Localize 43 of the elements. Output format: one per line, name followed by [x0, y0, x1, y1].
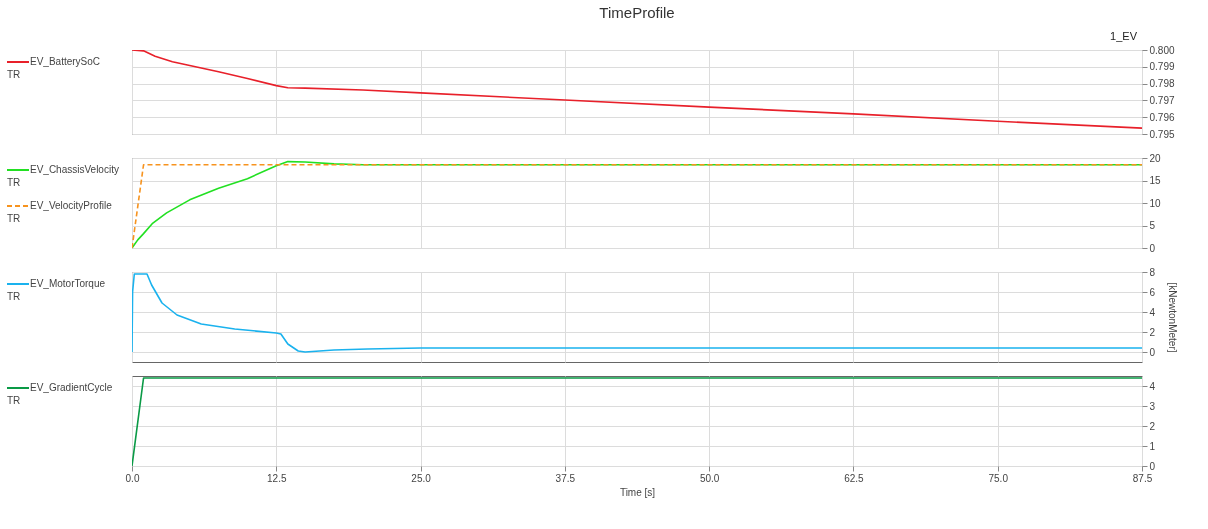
- y-tick-label: 0.795: [1149, 128, 1175, 140]
- x-tick-label: 62.5: [844, 472, 865, 484]
- y-tick-label: 15: [1149, 175, 1162, 186]
- y-tick-label: 10: [1149, 197, 1162, 209]
- y-tick-label: 4: [1149, 380, 1156, 392]
- y-tick-label: 0: [1149, 242, 1156, 254]
- y-axis-title: [kNewtonMeter]: [1167, 282, 1179, 353]
- x-axis-title: Time [s]: [619, 486, 656, 498]
- legend-label: EV_GradientCycle: [30, 382, 113, 393]
- y-tick-label: 0.796: [1149, 111, 1175, 123]
- legend-label: EV_VelocityProfile: [30, 200, 113, 211]
- y-tick-label: 6: [1149, 286, 1156, 298]
- chart-title: TimeProfile: [599, 4, 675, 21]
- legend-label: EV_BatterySoC: [30, 56, 101, 67]
- x-tick-label: 25.0: [411, 472, 432, 484]
- y-tick-label: 0: [1149, 460, 1156, 472]
- y-tick-label: 5: [1149, 220, 1156, 231]
- text: TR: [7, 69, 21, 80]
- y-tick-label: 3: [1149, 400, 1156, 412]
- y-tick-label: 20: [1149, 152, 1162, 164]
- y-tick-label: 2: [1149, 326, 1156, 338]
- y-tick-label: 2: [1149, 420, 1156, 432]
- y-tick-label: 1: [1149, 440, 1156, 452]
- x-tick-label: 50.0: [699, 472, 720, 484]
- x-tick-label: 12.5: [267, 472, 287, 484]
- x-tick-label: 75.0: [988, 472, 1009, 484]
- text: 1_EV: [1110, 30, 1138, 42]
- legend-label: EV_ChassisVelocity: [30, 164, 119, 175]
- x-tick-label: 37.5: [555, 472, 576, 484]
- x-tick-label: 0.0: [125, 472, 140, 484]
- legend-label: EV_MotorTorque: [30, 278, 106, 289]
- text: TR: [7, 395, 21, 406]
- x-tick-label: 87.5: [1132, 472, 1153, 484]
- text: TR: [7, 291, 21, 302]
- y-tick-label: 0.799: [1149, 61, 1175, 73]
- y-tick-label: 0.798: [1149, 78, 1175, 90]
- y-tick-label: 0.797: [1149, 94, 1175, 106]
- y-tick-label: 8: [1149, 266, 1156, 278]
- y-tick-label: 0.800: [1149, 44, 1175, 56]
- y-tick-label: 0: [1149, 346, 1156, 358]
- y-tick-label: 4: [1149, 306, 1156, 318]
- text: TR: [7, 213, 21, 224]
- text: TR: [7, 177, 21, 188]
